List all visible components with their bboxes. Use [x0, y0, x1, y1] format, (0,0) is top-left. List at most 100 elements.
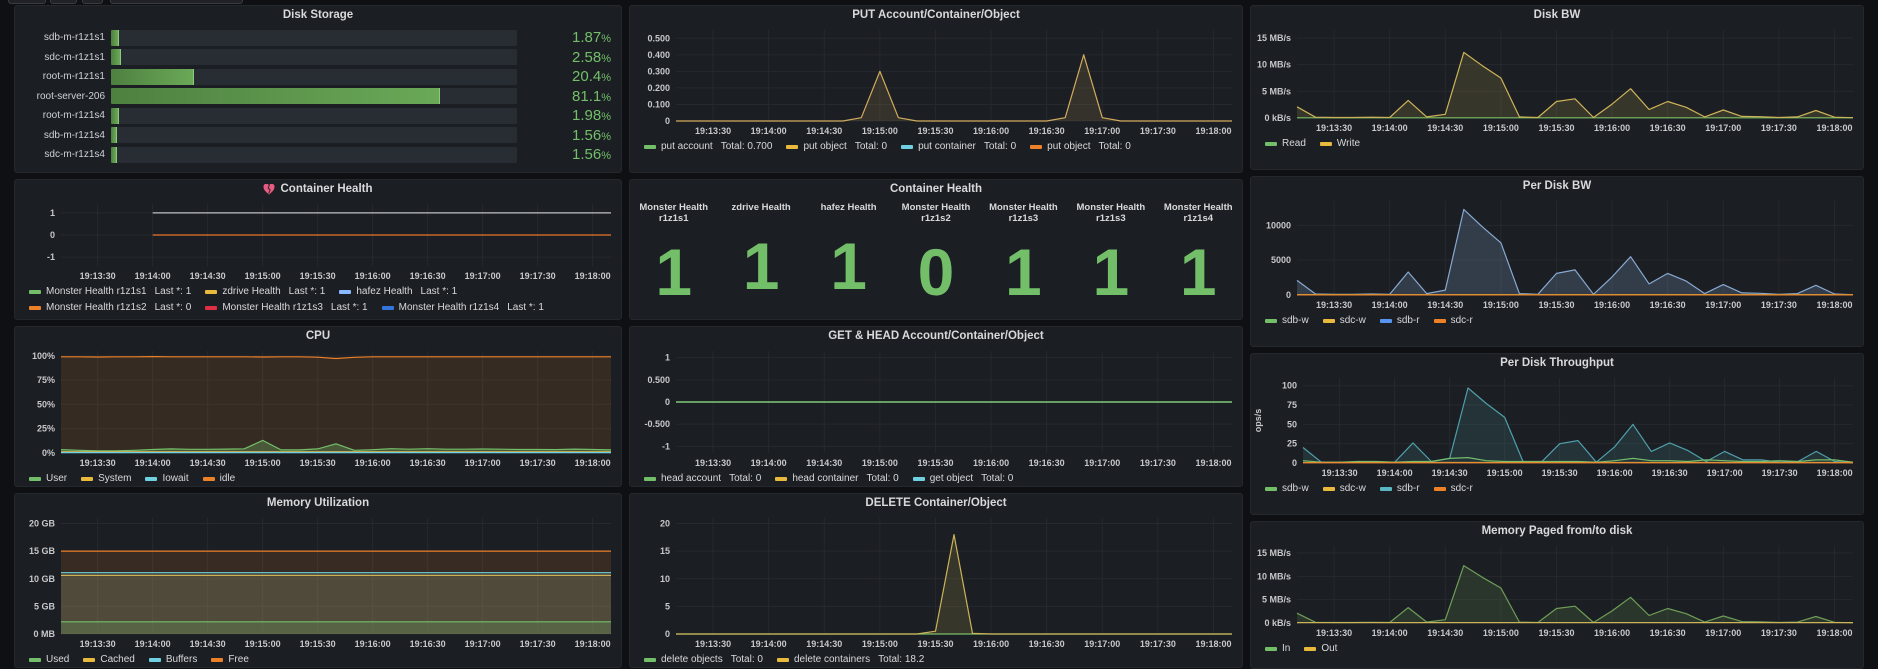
svg-text:19:13:30: 19:13:30: [1316, 300, 1352, 310]
legend-item[interactable]: put object Total: 0: [786, 140, 887, 154]
panel-disk-storage: Disk Storage sdb-m-r1z1s1 1.87% sdc-m-r1…: [14, 5, 622, 173]
panel-put: PUT Account/Container/Object 0 0.100 0.200…: [629, 5, 1243, 173]
panel-title[interactable]: Disk BW: [1533, 9, 1581, 21]
legend-item[interactable]: In: [1265, 642, 1290, 656]
svg-text:25: 25: [1287, 439, 1297, 449]
legend-item[interactable]: Iowait: [145, 472, 189, 486]
chart-container-health[interactable]: -1 0 1 19:13:30 19:14:00 19:14:30 19:15:00 19:1…: [15, 198, 621, 283]
legend-item[interactable]: hafez Health Last *: 1: [339, 285, 457, 299]
panel-title[interactable]: PUT Account/Container/Object: [852, 9, 1020, 21]
disk-gauge-value: 1.56%: [572, 146, 611, 163]
chart-memory-paged[interactable]: 0 kB/s 5 MB/s 10 MB/s 15 MB/s 19:13:30 19:14:…: [1251, 540, 1863, 640]
legend-item[interactable]: Used: [29, 653, 69, 667]
legend-item[interactable]: sdb-w: [1265, 482, 1309, 496]
legend-value: Total: 18.2: [878, 654, 925, 665]
legend-item[interactable]: System: [81, 472, 131, 486]
svg-text:19:13:30: 19:13:30: [80, 639, 116, 649]
svg-text:75: 75: [1287, 400, 1297, 410]
legend-delete: delete objects Total: 0 delete container…: [630, 651, 1242, 667]
svg-text:15 GB: 15 GB: [29, 546, 56, 556]
legend-item[interactable]: sdb-r: [1379, 314, 1420, 328]
series-color-icon: [644, 477, 656, 481]
legend-item[interactable]: head account Total: 0: [644, 472, 761, 486]
legend-item[interactable]: Cached: [83, 653, 135, 667]
svg-text:5 GB: 5 GB: [34, 601, 56, 611]
legend-item[interactable]: sdc-r: [1433, 482, 1473, 496]
chart-memory-utilization[interactable]: 0 MB 5 GB 10 GB 15 GB 20 GB 19:13:30 19:14:00 1…: [15, 512, 621, 651]
chart-get-head[interactable]: -1 -0.500 0 0.500 1 19:13:30 19:14:00 19:14:30 1…: [630, 345, 1242, 470]
legend-item[interactable]: head container Total: 0: [775, 472, 899, 486]
legend-item[interactable]: get object Total: 0: [912, 472, 1013, 486]
legend-item[interactable]: Free: [211, 653, 249, 667]
series-color-icon: [29, 658, 41, 662]
legend-value: Total: 0: [983, 141, 1017, 152]
stat-value: 1: [1179, 234, 1217, 309]
svg-text:19:18:00: 19:18:00: [575, 639, 611, 649]
legend-item[interactable]: idle: [202, 472, 235, 486]
chart-cpu[interactable]: 0% 25% 50% 75% 100% 19:13:30 19:14:00 19:14:30 1…: [15, 345, 621, 470]
stat-label: zdrive Health: [731, 202, 791, 213]
legend-label: head account: [661, 473, 722, 484]
svg-text:0: 0: [50, 230, 55, 240]
legend-item[interactable]: put object Total: 0: [1030, 140, 1131, 154]
legend-item[interactable]: sdc-w: [1322, 314, 1366, 328]
disk-gauge-value: 1.56%: [572, 126, 611, 144]
legend-item[interactable]: zdrive Health Last *: 1: [205, 285, 325, 299]
legend-item[interactable]: put account Total: 0.700: [644, 140, 772, 154]
panel-title[interactable]: CPU: [305, 330, 331, 342]
legend-label: sdc-w: [1339, 315, 1366, 326]
svg-text:0.500: 0.500: [647, 33, 670, 43]
legend-item[interactable]: Out: [1304, 642, 1337, 656]
toolbar-stub-input[interactable]: [110, 0, 243, 4]
chart-delete[interactable]: 0 5 10 15 20 19:13:30 19:14:00 19:14:30 19:15:00…: [630, 512, 1242, 651]
legend-item[interactable]: Write: [1319, 137, 1360, 151]
disk-gauge-track: [111, 146, 517, 163]
svg-text:19:16:30: 19:16:30: [1029, 458, 1065, 468]
legend-item[interactable]: Monster Health r1z1s1 Last *: 1: [29, 285, 191, 299]
legend-item[interactable]: sdb-r: [1379, 482, 1420, 496]
legend-item[interactable]: Monster Health r1z1s3 Last *: 1: [205, 301, 368, 315]
legend-item[interactable]: sdb-w: [1265, 314, 1309, 328]
panel-title[interactable]: DELETE Container/Object: [865, 497, 1007, 509]
svg-text:19:16:00: 19:16:00: [1594, 123, 1630, 133]
svg-text:19:18:00: 19:18:00: [1195, 126, 1231, 136]
legend-item[interactable]: delete containers Total: 18.2: [776, 653, 925, 667]
series-color-icon: [1433, 319, 1446, 323]
panel-title[interactable]: Memory Utilization: [266, 497, 370, 509]
panel-title[interactable]: Disk Storage: [282, 9, 354, 21]
panel-title[interactable]: Container Health: [15, 180, 621, 198]
panel-title[interactable]: Container Health: [889, 183, 982, 195]
svg-text:19:16:00: 19:16:00: [973, 458, 1009, 468]
legend-item[interactable]: Buffers: [148, 653, 197, 667]
legend-item[interactable]: put container Total: 0: [901, 140, 1016, 154]
toolbar-stub-button-1[interactable]: [8, 0, 46, 4]
toolbar-stub-button-3[interactable]: [82, 0, 103, 4]
legend-label: get object: [929, 473, 974, 484]
toolbar-stub-button-2[interactable]: [50, 0, 77, 4]
disk-gauge-track: [111, 88, 517, 104]
panel-title[interactable]: GET & HEAD Account/Container/Object: [828, 330, 1044, 342]
panel-title[interactable]: Per Disk BW: [1522, 180, 1592, 192]
chart-per-disk-bw[interactable]: 0 5000 10000 19:13:30 19:14:00 19:14:30 19:15:…: [1251, 195, 1863, 312]
legend-item[interactable]: sdc-w: [1322, 482, 1366, 496]
legend-item[interactable]: User: [29, 472, 67, 486]
series-color-icon: [1379, 319, 1392, 323]
chart-disk-bw[interactable]: 0 kB/s 5 MB/s 10 MB/s 15 MB/s 19:13:30 19:14:…: [1251, 24, 1863, 135]
legend-item[interactable]: delete objects Total: 0: [644, 653, 763, 667]
chart-put[interactable]: 0 0.100 0.200 0.300 0.400 0.500 19:13:30 19:14:…: [630, 24, 1242, 138]
legend-value: Last *: 1: [288, 286, 326, 297]
legend-item[interactable]: Monster Health r1z1s2 Last *: 0: [29, 301, 191, 315]
legend-label: Free: [228, 654, 249, 665]
svg-text:0: 0: [665, 397, 670, 407]
chart-per-disk-throughput[interactable]: 0 25 50 75 100 19:13:30 19:14:00 19:14:30 19:15:…: [1251, 372, 1863, 480]
svg-text:19:15:00: 19:15:00: [862, 458, 898, 468]
panel-title[interactable]: Per Disk Throughput: [1500, 357, 1614, 369]
panel-title[interactable]: Memory Paged from/to disk: [1481, 525, 1633, 537]
legend-item[interactable]: Read: [1265, 137, 1306, 151]
legend-item[interactable]: sdc-r: [1433, 314, 1473, 328]
svg-text:19:14:30: 19:14:30: [190, 639, 226, 649]
panel-per-disk-throughput: Per Disk Throughput 0 25 50 75 100 19:13:30 19…: [1250, 353, 1864, 515]
legend-item[interactable]: Monster Health r1z1s4 Last *: 1: [381, 301, 544, 315]
svg-text:19:14:30: 19:14:30: [806, 126, 842, 136]
legend-value: Total: 0: [729, 473, 762, 484]
